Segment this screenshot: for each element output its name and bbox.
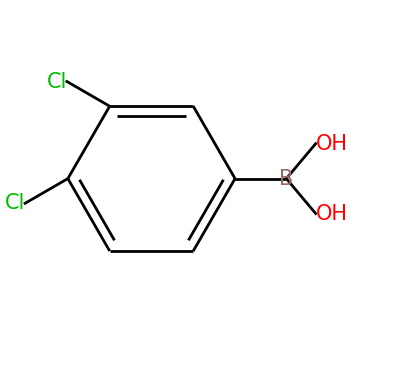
Text: OH: OH [316,134,348,154]
Text: OH: OH [316,204,348,223]
Text: Cl: Cl [46,71,67,92]
Text: Cl: Cl [5,193,25,213]
Text: B: B [279,169,294,188]
